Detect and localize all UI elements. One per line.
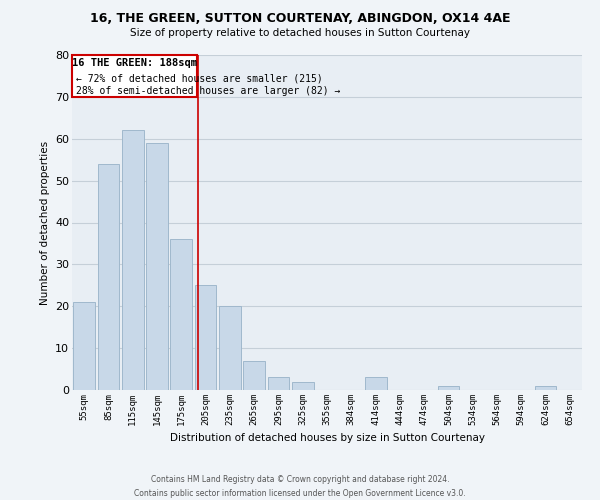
Bar: [122, 130, 143, 390]
Bar: [292, 382, 314, 390]
Bar: [73, 302, 95, 390]
Bar: [268, 378, 289, 390]
Text: 16 THE GREEN: 188sqm: 16 THE GREEN: 188sqm: [72, 58, 197, 68]
Text: 16, THE GREEN, SUTTON COURTENAY, ABINGDON, OX14 4AE: 16, THE GREEN, SUTTON COURTENAY, ABINGDO…: [90, 12, 510, 26]
Bar: [170, 240, 192, 390]
Y-axis label: Number of detached properties: Number of detached properties: [40, 140, 50, 304]
Bar: [219, 306, 241, 390]
Bar: [194, 286, 217, 390]
Text: Contains HM Land Registry data © Crown copyright and database right 2024.
Contai: Contains HM Land Registry data © Crown c…: [134, 476, 466, 498]
Bar: [437, 386, 460, 390]
Bar: [72, 55, 197, 97]
Bar: [97, 164, 119, 390]
X-axis label: Distribution of detached houses by size in Sutton Courtenay: Distribution of detached houses by size …: [170, 434, 485, 444]
Text: Size of property relative to detached houses in Sutton Courtenay: Size of property relative to detached ho…: [130, 28, 470, 38]
Text: 28% of semi-detached houses are larger (82) →: 28% of semi-detached houses are larger (…: [76, 86, 340, 96]
Bar: [243, 360, 265, 390]
Bar: [146, 143, 168, 390]
Bar: [365, 378, 386, 390]
Text: ← 72% of detached houses are smaller (215): ← 72% of detached houses are smaller (21…: [76, 73, 322, 83]
Bar: [535, 386, 556, 390]
